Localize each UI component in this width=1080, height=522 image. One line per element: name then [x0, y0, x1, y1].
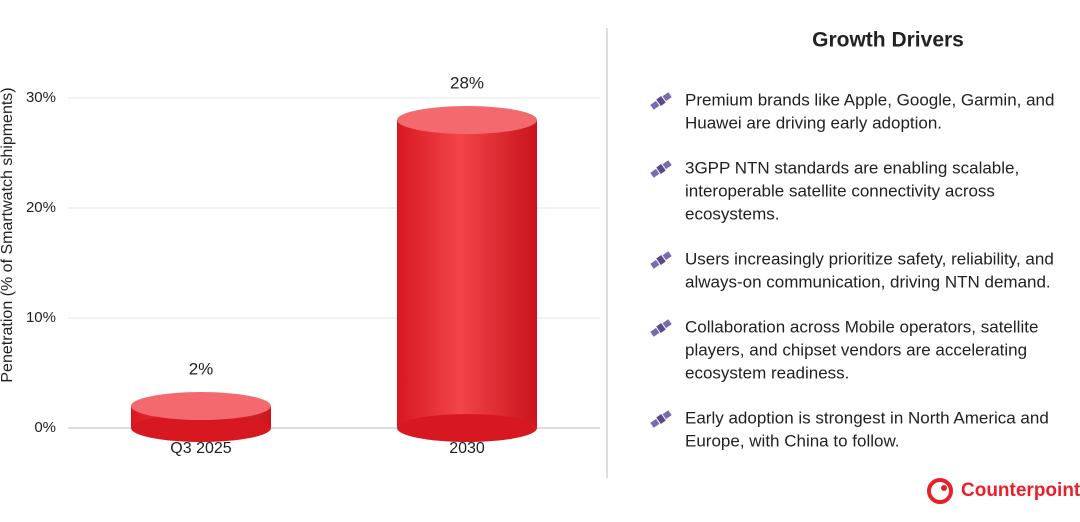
- bullet-icon: [650, 410, 672, 428]
- y-tick-label: 0%: [34, 419, 56, 436]
- driver-text: 3GPP NTN standards are enabling scalable…: [685, 158, 1019, 177]
- icon-panel: [662, 92, 672, 102]
- driver-text: interoperable satellite connectivity acr…: [685, 181, 995, 200]
- driver-item: Early adoption is strongest in North Ame…: [650, 408, 1049, 450]
- driver-text: Europe, with China to follow.: [685, 431, 900, 450]
- icon-body: [656, 255, 666, 265]
- icon-panel: [662, 160, 672, 170]
- icon-panel: [650, 100, 660, 110]
- driver-text: Users increasingly prioritize safety, re…: [685, 249, 1054, 268]
- cylinder-top: [397, 106, 537, 134]
- icon-panel: [650, 327, 660, 337]
- bar: [397, 120, 537, 428]
- icon-panel: [650, 418, 660, 428]
- bullet-icon: [650, 160, 672, 178]
- x-tick-label: 2030: [449, 440, 485, 457]
- driver-text: players, and chipset vendors are acceler…: [685, 340, 1027, 359]
- icon-body: [656, 164, 666, 174]
- cylinder: [397, 106, 537, 442]
- driver-text: Early adoption is strongest in North Ame…: [685, 408, 1049, 427]
- driver-text: ecosystem readiness.: [685, 363, 849, 382]
- bullet-icon: [650, 251, 672, 269]
- icon-panel: [662, 319, 672, 329]
- value-label: 28%: [450, 73, 484, 92]
- icon-panel: [662, 410, 672, 420]
- driver-item: 3GPP NTN standards are enabling scalable…: [650, 158, 1019, 223]
- driver-item: Users increasingly prioritize safety, re…: [650, 249, 1054, 291]
- x-tick-label: Q3 2025: [170, 440, 231, 457]
- cylinder-top: [131, 392, 271, 420]
- cylinder-base: [131, 414, 271, 442]
- driver-text: Premium brands like Apple, Google, Garmi…: [685, 90, 1054, 109]
- brand-logo: Counterpoint: [927, 478, 1080, 504]
- y-axis-title: Penetration (% of Smartwatch shipments): [0, 87, 16, 382]
- panel-title: Growth Drivers: [812, 29, 964, 52]
- icon-body: [656, 414, 666, 424]
- driver-text: Collaboration across Mobile operators, s…: [685, 317, 1038, 336]
- icon-body: [656, 96, 666, 106]
- cylinder-base: [397, 414, 537, 442]
- y-tick-label: 20%: [26, 199, 56, 216]
- driver-text: always-on communication, driving NTN dem…: [685, 272, 1051, 291]
- driver-text: ecosystems.: [685, 204, 779, 223]
- value-label: 2%: [189, 359, 214, 378]
- y-tick-label: 30%: [26, 89, 56, 106]
- icon-panel: [662, 251, 672, 261]
- bullet-icon: [650, 92, 672, 110]
- icon-panel: [650, 259, 660, 269]
- driver-item: Premium brands like Apple, Google, Garmi…: [650, 90, 1054, 132]
- driver-item: Collaboration across Mobile operators, s…: [650, 317, 1038, 382]
- logo-dot: [941, 485, 947, 491]
- y-tick-label: 10%: [26, 309, 56, 326]
- cylinder: [131, 392, 271, 442]
- bullet-icon: [650, 319, 672, 337]
- driver-text: Huawei are driving early adoption.: [685, 113, 942, 132]
- icon-panel: [650, 168, 660, 178]
- brand-name: Counterpoint: [961, 480, 1080, 501]
- logo-icon: [927, 478, 953, 504]
- icon-body: [656, 323, 666, 333]
